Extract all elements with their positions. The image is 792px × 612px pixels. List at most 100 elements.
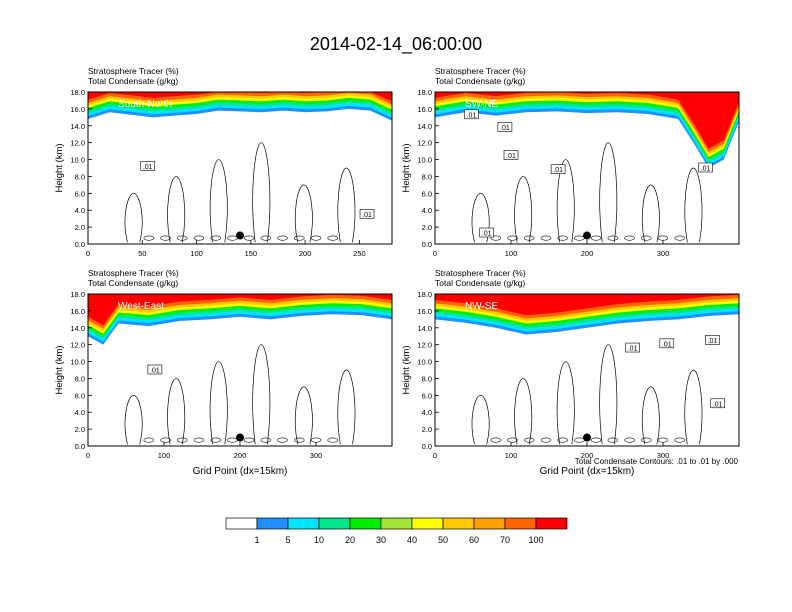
contour-note: Total Condensate Contours: .01 to .01 by… — [575, 457, 739, 466]
contour-label: .01 — [701, 166, 711, 173]
x-tick-label: 100 — [158, 451, 171, 460]
y-tick-label: 16.0 — [417, 307, 432, 316]
y-tick-label: 6.0 — [422, 391, 432, 400]
x-axis-label: Grid Point (dx=15km) — [540, 466, 635, 477]
y-tick-label: 14.0 — [417, 122, 432, 131]
x-tick-label: 100 — [505, 451, 518, 460]
x-tick-label: 200 — [299, 249, 312, 258]
x-tick-label: 300 — [657, 451, 670, 460]
contour-label-box — [147, 364, 163, 375]
contour-label-box — [710, 398, 726, 409]
contour-label-box — [479, 227, 494, 238]
tracer-band — [88, 294, 392, 326]
y-tick-label: 16.0 — [70, 307, 85, 316]
colorbar-label: 5 — [285, 535, 290, 545]
contour-label: .01 — [362, 212, 372, 219]
x-axis-label: Grid Point (dx=15km) — [193, 466, 288, 477]
boundary-layer-contour — [640, 235, 652, 241]
contour-label: .01 — [500, 125, 510, 132]
panel-name: NW-SE — [465, 301, 498, 312]
x-tick-label: 200 — [234, 451, 247, 460]
panel-header-line: Total Condensate (g/kg) — [435, 278, 525, 288]
boundary-layer-contour — [143, 235, 155, 241]
field-background — [88, 92, 392, 244]
y-axis-label: Height (km) — [401, 143, 412, 192]
tracer-field: .01 .01 — [88, 92, 392, 244]
panel-sw-ne: Stratosphere Tracer (%)Total Condensate … — [401, 66, 740, 258]
condensate-contour — [471, 192, 490, 243]
colorbar-label: 70 — [500, 535, 510, 545]
contour-label: .01 — [467, 112, 477, 119]
boundary-layer-contour — [490, 437, 502, 443]
boundary-layer-contour — [540, 437, 552, 443]
boundary-layer-contour — [293, 235, 305, 241]
contour-label: .01 — [482, 231, 492, 238]
y-tick-label: 0.0 — [422, 442, 432, 451]
location-marker — [583, 433, 591, 442]
boundary-layer-contour — [490, 235, 502, 241]
y-axis-label: Height (km) — [401, 345, 412, 394]
colorbar-swatch — [411, 517, 444, 530]
x-tick-label: 150 — [245, 249, 258, 258]
colorbar: 1 5 10 20 30 40 50 60 70 100 — [225, 517, 568, 545]
y-tick-label: 0.0 — [75, 240, 85, 249]
y-tick-label: 4.0 — [75, 206, 85, 215]
panel-nw-se: Stratosphere Tracer (%)Total Condensate … — [401, 268, 740, 477]
x-tick-label: 200 — [581, 451, 594, 460]
y-tick-label: 4.0 — [422, 206, 432, 215]
boundary-layer-contour — [277, 235, 288, 241]
location-marker — [583, 231, 591, 240]
condensate-contour — [684, 369, 703, 445]
boundary-layer-contour — [557, 235, 568, 241]
x-tick-label: 100 — [190, 249, 203, 258]
y-axis-label: Height (km) — [54, 345, 65, 394]
boundary-layer-contour — [590, 235, 602, 241]
tracer-band — [88, 92, 392, 102]
condensate-contour — [337, 167, 356, 243]
colorbar-swatch — [535, 517, 568, 530]
boundary-layer-contour — [176, 437, 188, 443]
panel-name: South-North — [118, 99, 172, 110]
y-tick-label: 6.0 — [422, 189, 432, 198]
panel-header-line: Stratosphere Tracer (%) — [435, 268, 526, 278]
colorbar-swatch — [349, 517, 382, 530]
boundary-layer-contour — [260, 235, 272, 241]
condensate-contour — [599, 344, 618, 445]
condensate-contour — [167, 176, 186, 243]
boundary-layer-contour — [523, 437, 535, 443]
x-tick-label: 300 — [657, 249, 670, 258]
y-tick-label: 18.0 — [70, 88, 85, 97]
y-tick-label: 16.0 — [417, 105, 432, 114]
condensate-contour — [471, 394, 490, 445]
y-tick-label: 6.0 — [75, 189, 85, 198]
y-tick-label: 18.0 — [70, 290, 85, 299]
contour-label: .01 — [553, 167, 563, 174]
condensate-contour — [641, 386, 660, 445]
panel-header-line: Stratosphere Tracer (%) — [435, 66, 526, 76]
contour-label: .01 — [143, 164, 153, 171]
tracer-field: .01 .01 .01 .01 — [435, 294, 739, 446]
boundary-layer-contour — [327, 437, 339, 443]
condensate-contour — [167, 378, 186, 445]
boundary-layer-contour — [590, 437, 602, 443]
boundary-layer-contour — [193, 235, 205, 241]
boundary-layer-contour — [243, 437, 255, 443]
condensate-contour — [514, 378, 533, 445]
y-tick-label: 18.0 — [417, 88, 432, 97]
boundary-layer-contour — [540, 235, 552, 241]
tracer-band — [435, 294, 739, 316]
y-axis-label: Height (km) — [54, 143, 65, 192]
panel-header-line: Total Condensate (g/kg) — [435, 76, 525, 86]
condensate-contour — [556, 159, 575, 243]
contour-label-box — [497, 122, 513, 132]
boundary-layer-contour — [607, 437, 619, 443]
tracer-field: .01 — [88, 294, 392, 446]
y-tick-label: 10.0 — [417, 156, 432, 165]
boundary-layer-contour — [210, 235, 221, 241]
colorbar-label: 100 — [528, 535, 543, 545]
contour-label: .01 — [713, 401, 723, 408]
colorbar-swatch — [225, 517, 258, 530]
colorbar-swatch — [256, 517, 289, 530]
boundary-layer-contour — [193, 437, 205, 443]
